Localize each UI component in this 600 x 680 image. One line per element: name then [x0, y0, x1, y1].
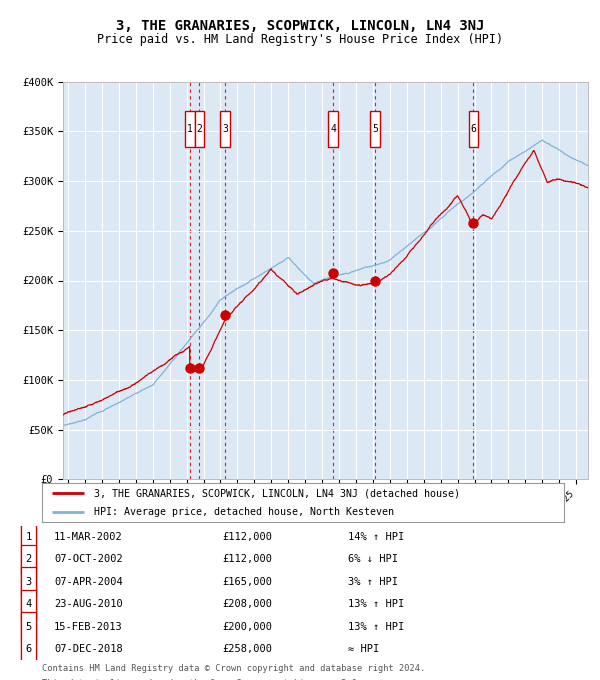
Text: £165,000: £165,000 — [222, 577, 272, 587]
Text: 3: 3 — [222, 124, 228, 135]
Text: 5: 5 — [26, 622, 32, 632]
Text: 4: 4 — [26, 599, 32, 609]
FancyBboxPatch shape — [22, 545, 37, 619]
Text: 07-OCT-2002: 07-OCT-2002 — [54, 554, 123, 564]
Text: 3, THE GRANARIES, SCOPWICK, LINCOLN, LN4 3NJ: 3, THE GRANARIES, SCOPWICK, LINCOLN, LN4… — [116, 19, 484, 33]
Text: 3: 3 — [26, 577, 32, 587]
Text: 5: 5 — [372, 124, 378, 135]
Text: 07-DEC-2018: 07-DEC-2018 — [54, 644, 123, 654]
Text: 23-AUG-2010: 23-AUG-2010 — [54, 599, 123, 609]
Text: £208,000: £208,000 — [222, 599, 272, 609]
FancyBboxPatch shape — [22, 590, 37, 664]
Text: 6: 6 — [26, 644, 32, 654]
FancyBboxPatch shape — [185, 112, 194, 148]
Text: 3, THE GRANARIES, SCOPWICK, LINCOLN, LN4 3NJ (detached house): 3, THE GRANARIES, SCOPWICK, LINCOLN, LN4… — [94, 488, 460, 498]
Text: 3% ↑ HPI: 3% ↑ HPI — [348, 577, 398, 587]
Text: Price paid vs. HM Land Registry's House Price Index (HPI): Price paid vs. HM Land Registry's House … — [97, 33, 503, 46]
FancyBboxPatch shape — [22, 612, 37, 680]
Text: Contains HM Land Registry data © Crown copyright and database right 2024.: Contains HM Land Registry data © Crown c… — [42, 664, 425, 673]
Text: 6: 6 — [470, 124, 476, 135]
Text: 13% ↑ HPI: 13% ↑ HPI — [348, 622, 404, 632]
Text: 15-FEB-2013: 15-FEB-2013 — [54, 622, 123, 632]
FancyBboxPatch shape — [22, 522, 37, 596]
Text: 11-MAR-2002: 11-MAR-2002 — [54, 532, 123, 542]
FancyBboxPatch shape — [469, 112, 478, 148]
Text: This data is licensed under the Open Government Licence v3.0.: This data is licensed under the Open Gov… — [42, 679, 362, 680]
Text: 14% ↑ HPI: 14% ↑ HPI — [348, 532, 404, 542]
FancyBboxPatch shape — [370, 112, 380, 148]
FancyBboxPatch shape — [195, 112, 204, 148]
Text: 6% ↓ HPI: 6% ↓ HPI — [348, 554, 398, 564]
FancyBboxPatch shape — [328, 112, 338, 148]
Text: £258,000: £258,000 — [222, 644, 272, 654]
Text: 2: 2 — [197, 124, 202, 135]
Text: 1: 1 — [187, 124, 193, 135]
FancyBboxPatch shape — [220, 112, 230, 148]
Text: £112,000: £112,000 — [222, 554, 272, 564]
FancyBboxPatch shape — [22, 500, 37, 574]
Text: £200,000: £200,000 — [222, 622, 272, 632]
Text: 1: 1 — [26, 532, 32, 542]
Text: ≈ HPI: ≈ HPI — [348, 644, 379, 654]
Text: £112,000: £112,000 — [222, 532, 272, 542]
Text: HPI: Average price, detached house, North Kesteven: HPI: Average price, detached house, Nort… — [94, 507, 394, 517]
Text: 4: 4 — [330, 124, 336, 135]
FancyBboxPatch shape — [22, 567, 37, 641]
Text: 2: 2 — [26, 554, 32, 564]
Text: 13% ↑ HPI: 13% ↑ HPI — [348, 599, 404, 609]
Text: 07-APR-2004: 07-APR-2004 — [54, 577, 123, 587]
